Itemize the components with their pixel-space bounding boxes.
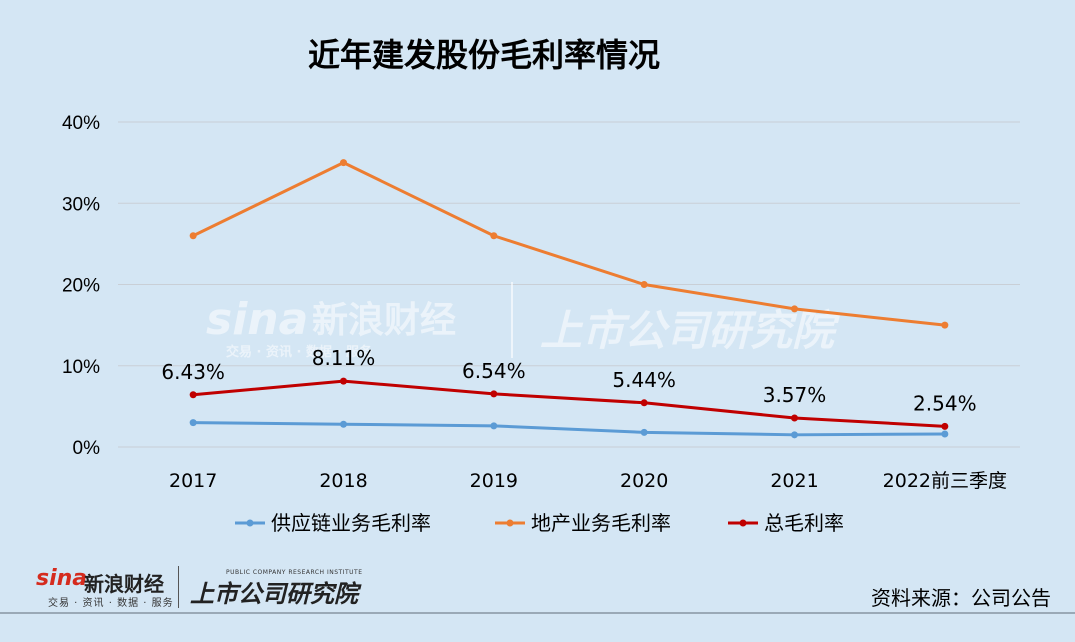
data-label: 5.44% [612, 368, 676, 392]
y-tick-label: 40% [62, 113, 100, 134]
data-label: 6.54% [462, 359, 526, 383]
data-point [941, 321, 949, 329]
data-label: 3.57% [763, 383, 827, 407]
x-tick-label: 2022前三季度 [883, 470, 1007, 492]
watermark-ssgs: 上市公司研究院 [540, 306, 841, 355]
legend-marker [246, 519, 254, 527]
watermark-sina: sina [206, 294, 308, 345]
data-point [189, 419, 197, 427]
line-chart: sina 新浪财经 交易 · 资讯 · 数据 · 服务 上市公司研究院 0% 10… [62, 113, 1020, 535]
sina-logo: sina [36, 566, 88, 591]
series-line [193, 421, 945, 437]
y-tick-label: 30% [62, 194, 100, 215]
data-label: 2.54% [913, 391, 977, 415]
data-point [791, 305, 798, 313]
data-point [941, 422, 949, 430]
ssgs-subtitle: PUBLIC COMPANY RESEARCH INSTITUTE [226, 569, 363, 576]
data-point [189, 391, 197, 399]
x-tick-label: 2021 [770, 470, 818, 492]
ssgs-logo: 上市公司研究院 [190, 580, 358, 608]
sina-name: 新浪财经 [84, 572, 164, 596]
data-point [640, 428, 648, 436]
data-point [490, 390, 498, 398]
x-tick-label: 2018 [319, 470, 367, 492]
sina-subtitle: 交易 · 资讯 · 数据 · 服务 [48, 598, 174, 609]
legend-label: 供应链业务毛利率 [271, 511, 431, 535]
watermark-sina-name: 新浪财经 [312, 300, 456, 341]
legend-label: 总毛利率 [764, 511, 844, 535]
legend: 供应链业务毛利率 地产业务毛利率 总毛利率 [235, 511, 844, 535]
source-note: 资料来源：公司公告 [871, 586, 1051, 610]
data-point [340, 159, 347, 167]
data-point [340, 377, 347, 385]
y-axis-ticks: 0% 10% 20% 30% 40% [62, 113, 100, 459]
footer-divider [0, 612, 1075, 614]
data-point [791, 431, 798, 439]
data-point [640, 281, 648, 288]
legend-marker [739, 519, 747, 527]
gridlines [118, 121, 1020, 448]
data-point [340, 420, 347, 428]
logo-divider [178, 566, 179, 608]
data-label: 8.11% [312, 346, 376, 370]
x-tick-label: 2019 [470, 470, 518, 492]
y-tick-label: 0% [73, 438, 101, 459]
data-point [941, 430, 949, 438]
x-axis-ticks: 2017 2018 2019 2020 2021 2022前三季度 [169, 470, 1007, 492]
watermark: sina 新浪财经 交易 · 资讯 · 数据 · 服务 上市公司研究院 [206, 282, 841, 360]
y-tick-label: 20% [62, 276, 100, 297]
data-point [640, 399, 648, 407]
series-lines [189, 159, 949, 439]
data-point [490, 422, 498, 430]
data-point [490, 232, 498, 240]
x-tick-label: 2020 [620, 470, 668, 492]
legend-marker [506, 519, 514, 527]
watermark-sina-sub: 交易 · 资讯 · 数据 · 服务 [226, 344, 373, 360]
y-tick-label: 10% [62, 357, 100, 378]
chart-title: 近年建发股份毛利率情况 [308, 36, 661, 74]
data-label: 6.43% [161, 360, 225, 384]
data-labels: 6.43% 8.11% 6.54% 5.44% 3.57% 2.54% [161, 346, 976, 415]
data-point [189, 232, 197, 240]
series-line [192, 161, 945, 327]
x-tick-label: 2017 [169, 470, 217, 492]
series-line [193, 379, 945, 428]
legend-label: 地产业务毛利率 [531, 511, 671, 535]
data-point [791, 414, 798, 422]
